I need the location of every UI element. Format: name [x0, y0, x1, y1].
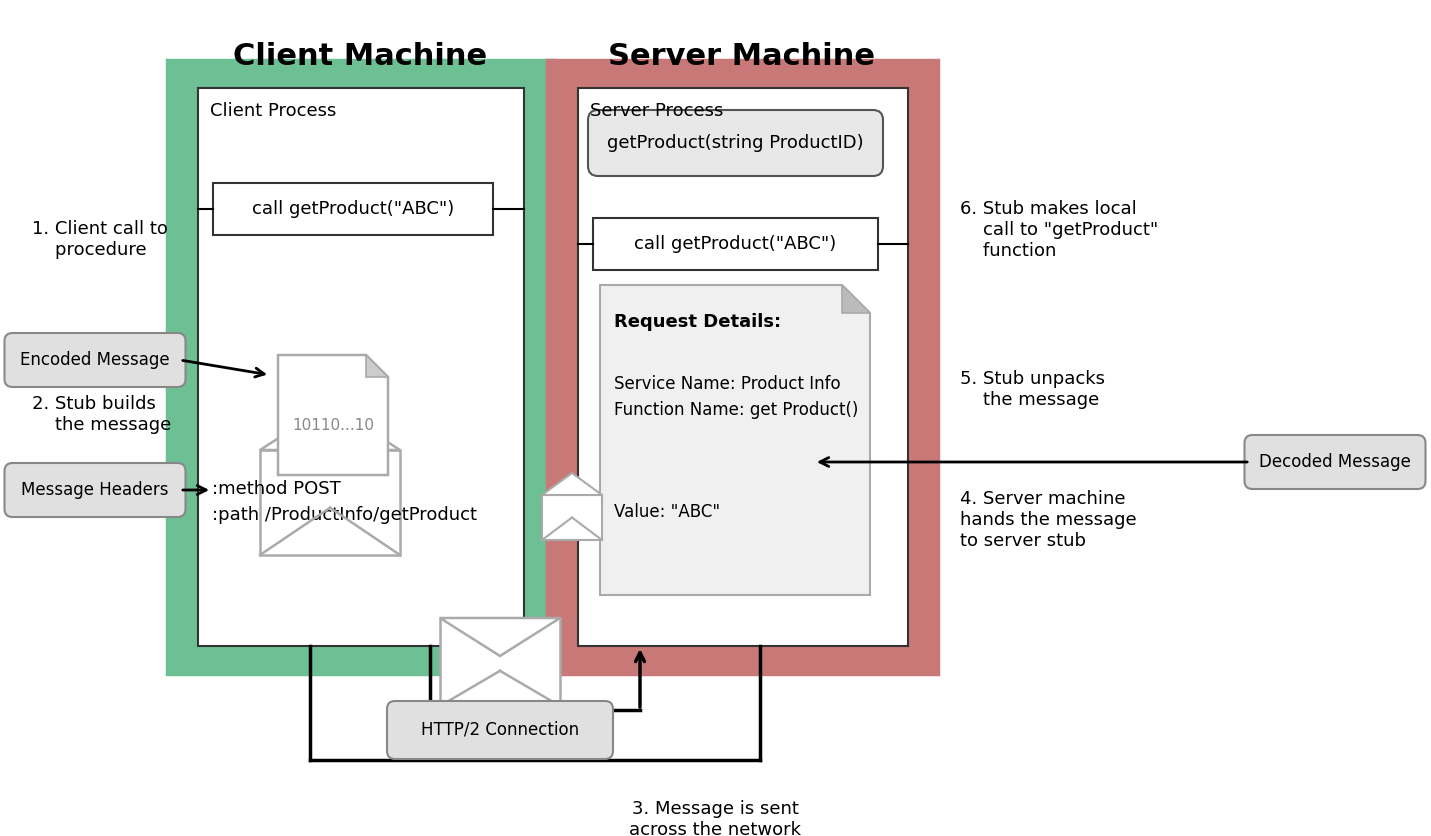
Text: HTTP/2 Connection: HTTP/2 Connection [421, 721, 580, 739]
Text: Message Headers: Message Headers [21, 481, 169, 499]
Text: Client Process: Client Process [210, 102, 336, 120]
Bar [439, 618, 560, 706]
Text: 10110...10: 10110...10 [292, 417, 373, 432]
Text: Decoded Message: Decoded Message [1259, 453, 1411, 471]
FancyBboxPatch shape [386, 701, 612, 759]
Bar [592, 218, 879, 270]
Text: Request Details:: Request Details: [614, 313, 781, 331]
Text: :method POST
:path /ProductInfo/getProduct: :method POST :path /ProductInfo/getProdu… [212, 480, 477, 524]
Text: Value: "ABC": Value: "ABC" [614, 503, 720, 521]
Text: 3. Message is sent
across the network: 3. Message is sent across the network [630, 800, 801, 836]
Polygon shape [542, 473, 602, 495]
Text: 2. Stub builds
    the message: 2. Stub builds the message [31, 395, 172, 434]
FancyBboxPatch shape [4, 333, 186, 387]
Text: 4. Server machine
hands the message
to server stub: 4. Server machine hands the message to s… [960, 490, 1136, 549]
Text: 1. Client call to
    procedure: 1. Client call to procedure [31, 220, 167, 259]
Text: 6. Stub makes local
    call to "getProduct"
    function: 6. Stub makes local call to "getProduct"… [960, 200, 1158, 260]
Bar [175, 68, 545, 666]
Text: Server Machine: Server Machine [608, 42, 876, 71]
Bar [578, 88, 909, 646]
Text: call getProduct("ABC"): call getProduct("ABC") [252, 200, 454, 218]
Polygon shape [841, 285, 870, 313]
Text: 5. Stub unpacks
    the message: 5. Stub unpacks the message [960, 370, 1105, 409]
Bar [197, 88, 524, 646]
Polygon shape [260, 405, 401, 450]
Bar [260, 450, 401, 555]
Polygon shape [366, 355, 388, 377]
FancyBboxPatch shape [1245, 435, 1425, 489]
Text: Encoded Message: Encoded Message [20, 351, 170, 369]
Polygon shape [439, 618, 560, 656]
Text: Service Name: Product Info
Function Name: get Product(): Service Name: Product Info Function Name… [614, 375, 859, 420]
FancyBboxPatch shape [588, 110, 883, 176]
Polygon shape [278, 355, 388, 475]
Bar [555, 68, 930, 666]
Text: Server Process: Server Process [590, 102, 724, 120]
Text: call getProduct("ABC"): call getProduct("ABC") [634, 235, 837, 253]
Polygon shape [600, 285, 870, 595]
Bar [542, 495, 602, 540]
Text: Client Machine: Client Machine [233, 42, 487, 71]
FancyBboxPatch shape [4, 463, 186, 517]
Bar [213, 183, 494, 235]
Text: getProduct(string ProductID): getProduct(string ProductID) [607, 134, 864, 152]
